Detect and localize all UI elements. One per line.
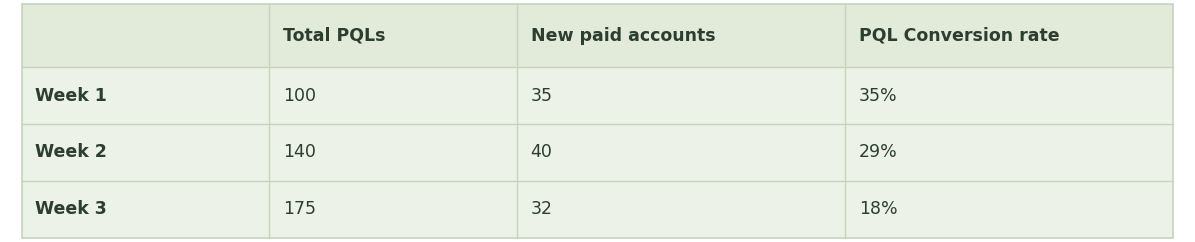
Text: 18%: 18% <box>859 200 897 218</box>
Text: 100: 100 <box>283 87 315 105</box>
Text: Week 2: Week 2 <box>36 144 108 161</box>
Text: 140: 140 <box>283 144 315 161</box>
Text: 32: 32 <box>531 200 552 218</box>
Text: Week 1: Week 1 <box>36 87 108 105</box>
Text: PQL Conversion rate: PQL Conversion rate <box>859 27 1060 45</box>
Bar <box>22 181 1173 238</box>
Text: New paid accounts: New paid accounts <box>531 27 716 45</box>
Text: 35%: 35% <box>859 87 897 105</box>
Text: Week 3: Week 3 <box>36 200 108 218</box>
Text: 40: 40 <box>531 144 552 161</box>
Text: Total PQLs: Total PQLs <box>283 27 386 45</box>
Text: 29%: 29% <box>859 144 897 161</box>
Text: 35: 35 <box>531 87 552 105</box>
Bar <box>22 67 1173 124</box>
Text: 175: 175 <box>283 200 315 218</box>
Bar <box>22 4 1173 67</box>
Bar <box>22 124 1173 181</box>
